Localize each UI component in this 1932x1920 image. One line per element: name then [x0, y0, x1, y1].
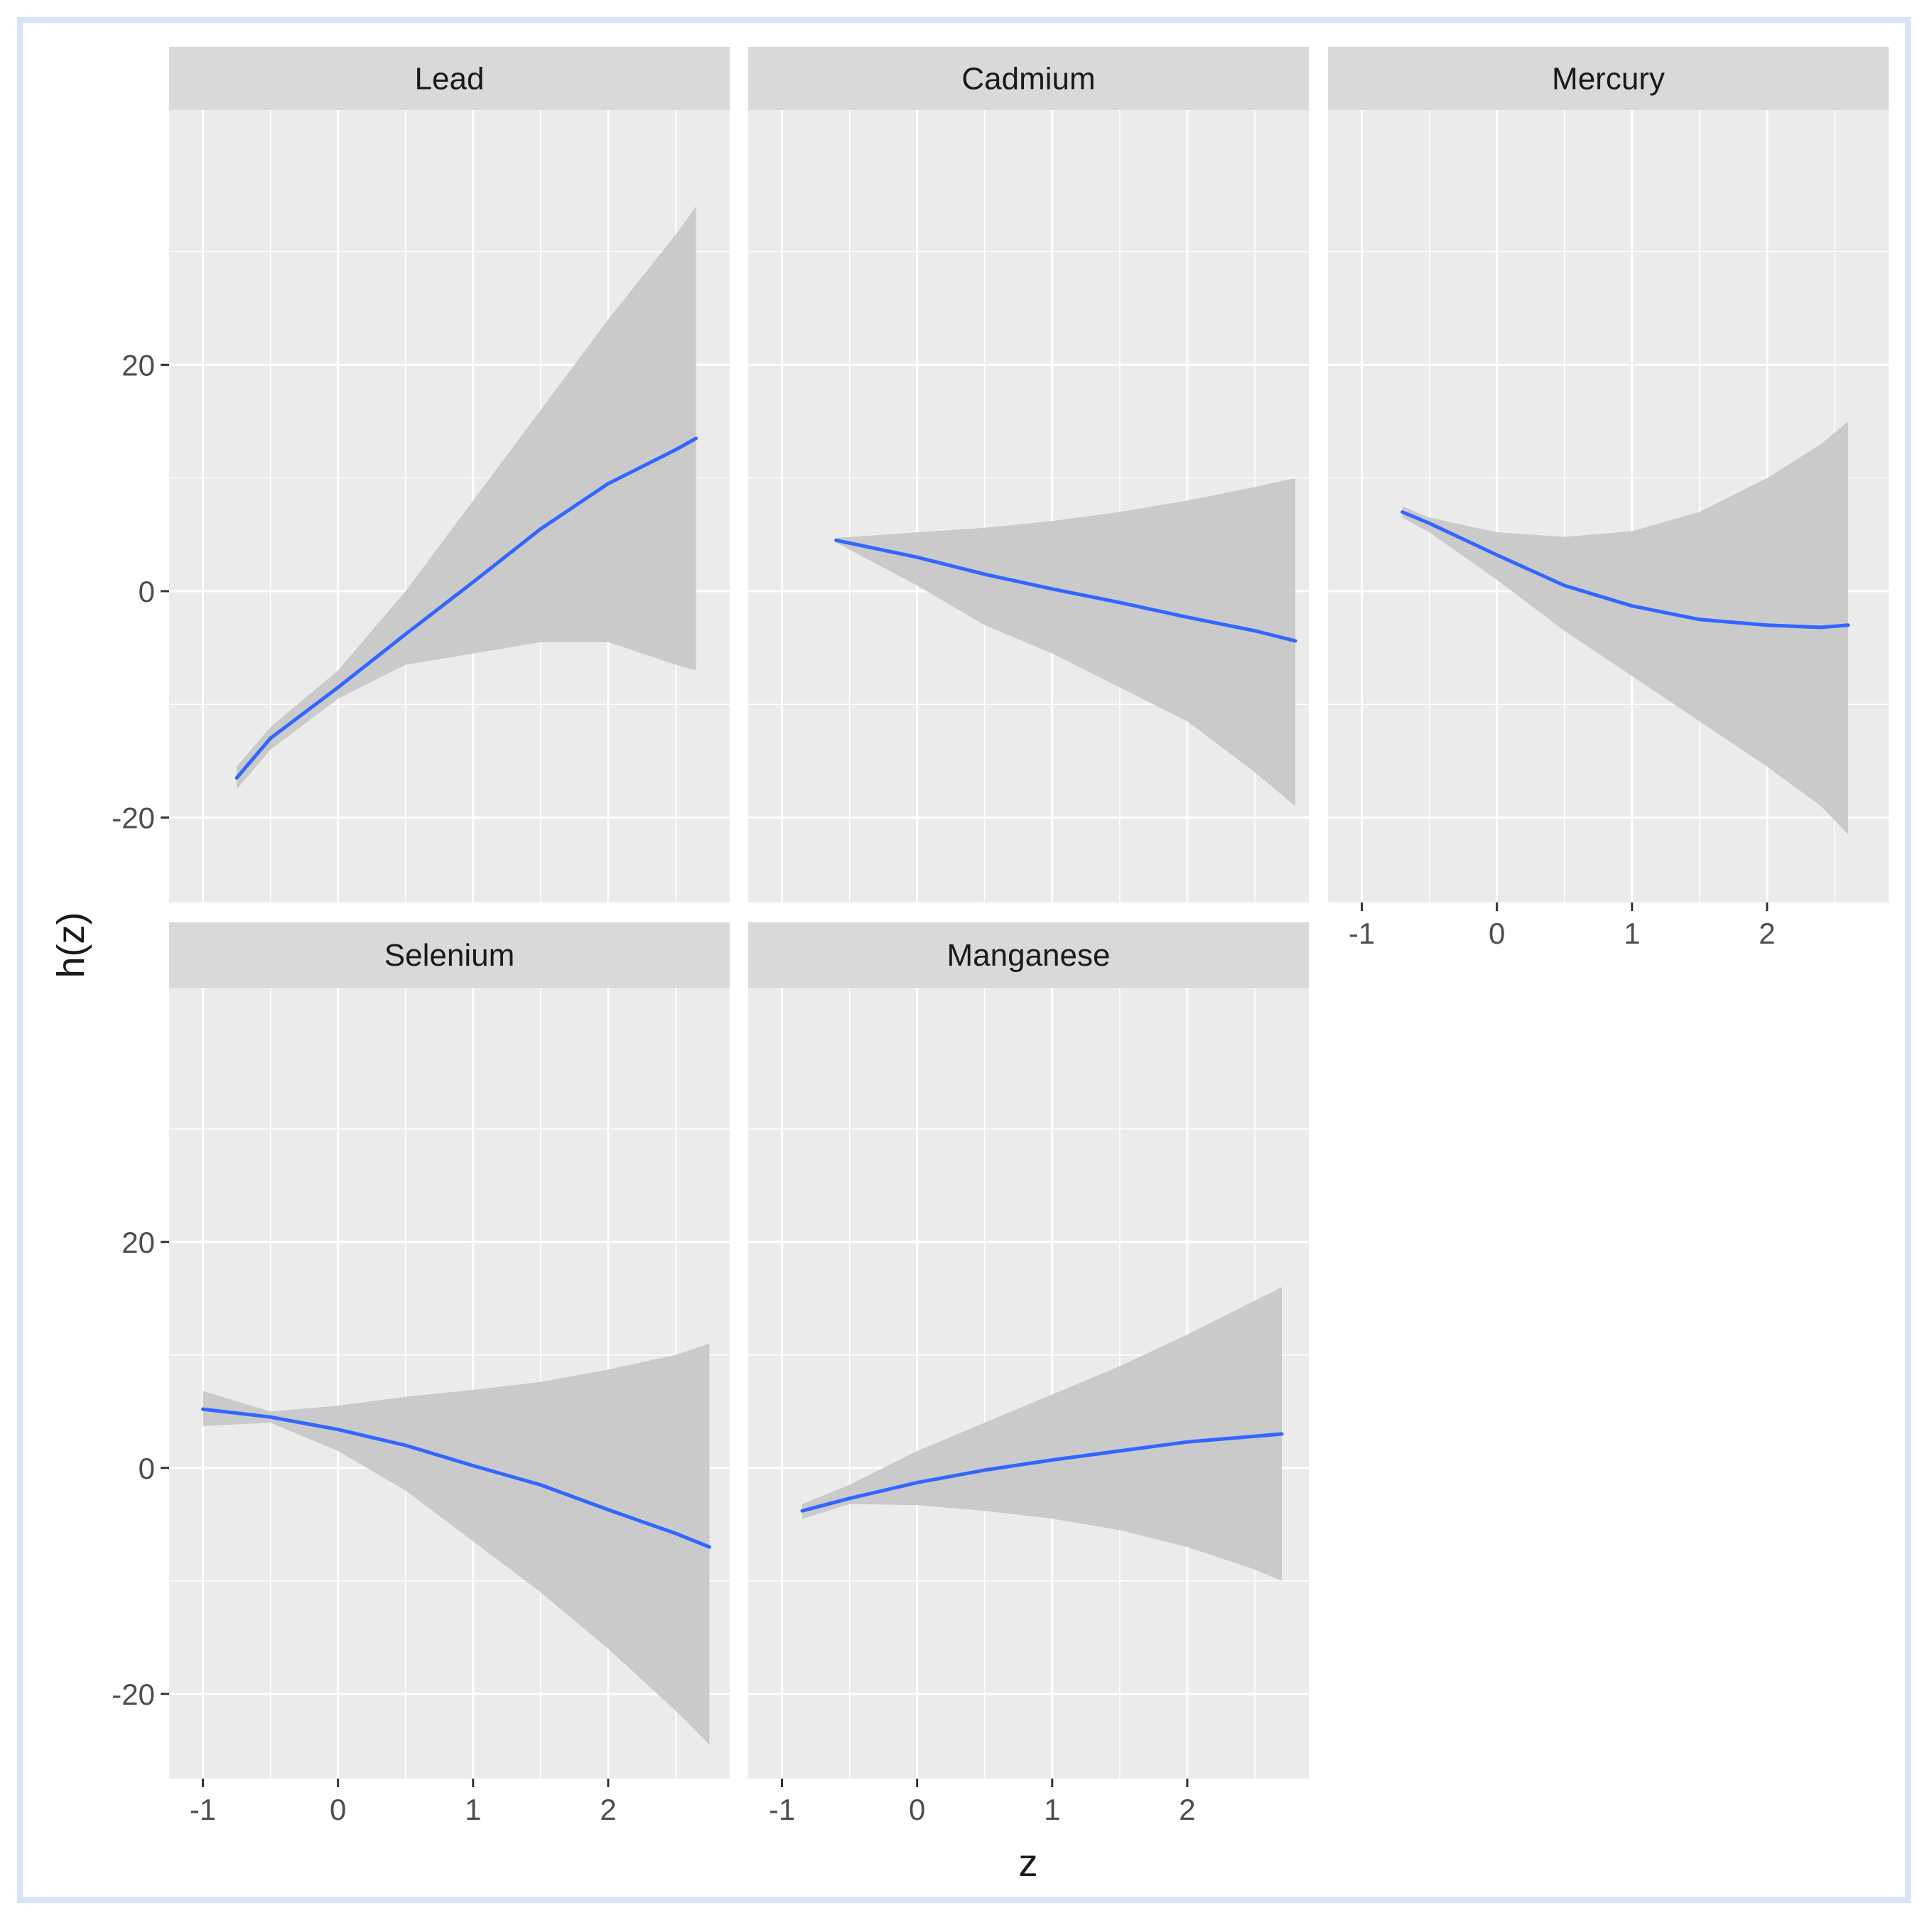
y-axis-title: h(z)	[50, 912, 92, 978]
x-tick-label: 2	[1759, 917, 1775, 950]
estimate-line-manganese	[800, 1432, 1284, 1513]
panel-selenium: Selenium -20 0 20 -1 0 1 2	[112, 922, 730, 1826]
strip-manganese-label: Manganese	[947, 938, 1111, 973]
strip-mercury-label: Mercury	[1552, 62, 1665, 97]
strip-selenium-background	[169, 922, 730, 988]
y-tick-label: 20	[122, 1226, 155, 1259]
x-tick-label: 2	[600, 1793, 616, 1826]
strip-mercury-background	[1328, 47, 1889, 110]
x-tick-label: 1	[465, 1793, 481, 1826]
panel-lead: Lead -20 0 20	[112, 47, 730, 902]
y-tick-label: -20	[112, 1678, 155, 1711]
strip-selenium-label: Selenium	[384, 938, 514, 973]
y-tick-label: 0	[139, 1452, 155, 1485]
x-tick-label: -1	[190, 1793, 216, 1826]
strip-lead-label: Lead	[415, 62, 485, 97]
figure-frame	[17, 17, 1911, 1903]
confidence-band-selenium	[203, 1343, 710, 1745]
estimate-line-lead	[234, 436, 698, 780]
strip-cadmium-background	[748, 47, 1309, 110]
x-tick-label: 0	[909, 1793, 925, 1826]
estimate-line-mercury	[1401, 510, 1850, 630]
x-tick-label: 2	[1179, 1793, 1195, 1826]
y-tick-label: 0	[139, 575, 155, 608]
y-tick-label: 20	[122, 348, 155, 382]
confidence-band-mercury	[1402, 421, 1848, 835]
x-tick-label: 1	[1624, 917, 1640, 950]
x-axis-title: z	[1019, 1842, 1038, 1884]
strip-manganese-background	[748, 922, 1309, 988]
x-tick-label: 0	[1489, 917, 1505, 950]
confidence-band-manganese	[802, 1287, 1282, 1581]
strip-lead-background	[169, 47, 730, 110]
x-tick-label: 0	[330, 1793, 346, 1826]
x-tick-label: 1	[1044, 1793, 1060, 1826]
panel-cadmium: Cadmium	[748, 47, 1309, 902]
estimate-line-cadmium	[834, 538, 1297, 643]
x-tick-label: -1	[1349, 917, 1375, 950]
estimate-line-selenium	[201, 1407, 711, 1549]
x-tick-label: -1	[769, 1793, 795, 1826]
y-tick-label: -20	[112, 802, 155, 835]
confidence-band-cadmium	[836, 478, 1295, 807]
strip-cadmium-label: Cadmium	[961, 62, 1095, 97]
panel-manganese: Manganese -1 0 1 2	[748, 922, 1309, 1826]
panel-mercury: Mercury -1 0 1 2	[1328, 47, 1889, 950]
